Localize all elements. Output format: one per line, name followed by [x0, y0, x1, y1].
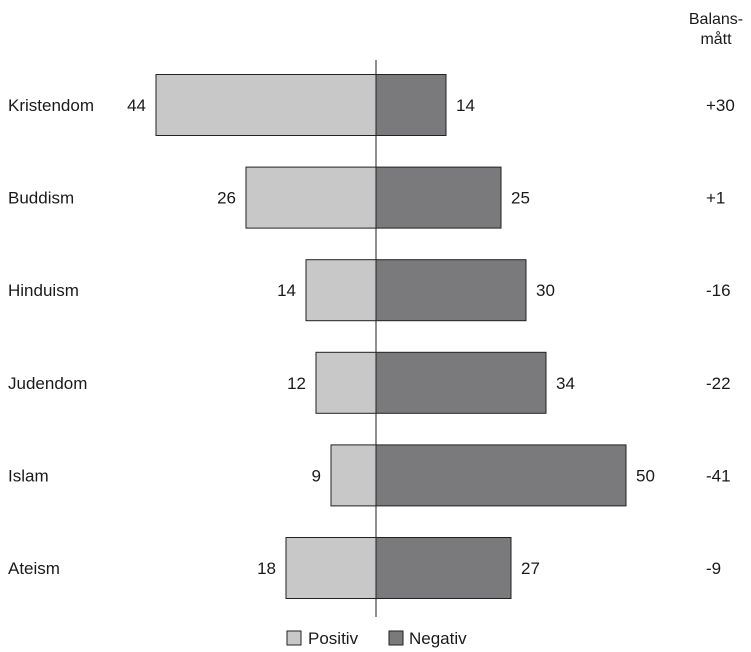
value-label-negativ-hinduism: 30 — [536, 281, 555, 300]
value-label-negativ-buddism: 25 — [511, 189, 530, 208]
bar-positiv-ateism — [285, 537, 377, 599]
value-label-negativ-islam: 50 — [636, 466, 655, 485]
bar-negativ-judendom — [375, 351, 547, 414]
bars-layer — [155, 74, 627, 599]
bar-negativ-islam — [375, 444, 627, 507]
bar-negativ-hinduism — [375, 259, 527, 322]
balance-value-kristendom: +30 — [706, 96, 735, 115]
balance-value-judendom: -22 — [706, 374, 731, 393]
category-label-kristendom: Kristendom — [8, 96, 94, 115]
category-label-buddism: Buddism — [8, 189, 74, 208]
bar-negativ-ateism — [375, 537, 512, 599]
legend-negativ-swatch — [388, 630, 404, 646]
legend: Positiv Negativ — [286, 629, 467, 648]
value-label-positiv-islam: 9 — [312, 466, 321, 485]
balance-header-line2: mått — [700, 30, 732, 48]
value-label-positiv-hinduism: 14 — [277, 281, 296, 300]
balance-header-line1: Balans- — [689, 11, 743, 28]
category-label-islam: Islam — [8, 466, 49, 485]
value-label-negativ-kristendom: 14 — [456, 96, 475, 115]
bar-positiv-hinduism — [305, 259, 377, 322]
balance-value-islam: -41 — [706, 466, 731, 485]
bar-negativ-buddism — [375, 166, 502, 229]
value-label-negativ-ateism: 27 — [521, 559, 540, 578]
bar-positiv-buddism — [245, 166, 377, 229]
value-label-positiv-ateism: 18 — [257, 559, 276, 578]
legend-negativ-label: Negativ — [409, 629, 467, 648]
value-label-positiv-buddism: 26 — [217, 189, 236, 208]
bar-negativ-kristendom — [375, 74, 447, 136]
value-label-positiv-judendom: 12 — [287, 374, 306, 393]
category-label-judendom: Judendom — [8, 374, 87, 393]
balance-value-hinduism: -16 — [706, 281, 731, 300]
bar-positiv-kristendom — [155, 74, 377, 136]
bar-positiv-islam — [330, 444, 377, 507]
legend-positiv-label: Positiv — [308, 629, 359, 648]
bar-positiv-judendom — [315, 351, 377, 414]
category-label-hinduism: Hinduism — [8, 281, 79, 300]
legend-positiv-swatch — [286, 630, 302, 646]
balance-value-ateism: -9 — [706, 559, 721, 578]
labels-layer: Kristendom 44 14 +30 Buddism 26 25 +1 Hinduism 14… — [8, 96, 735, 578]
value-label-positiv-kristendom: 44 — [127, 96, 146, 115]
category-label-ateism: Ateism — [8, 559, 60, 578]
value-label-negativ-judendom: 34 — [556, 374, 575, 393]
balance-value-buddism: +1 — [706, 189, 725, 208]
